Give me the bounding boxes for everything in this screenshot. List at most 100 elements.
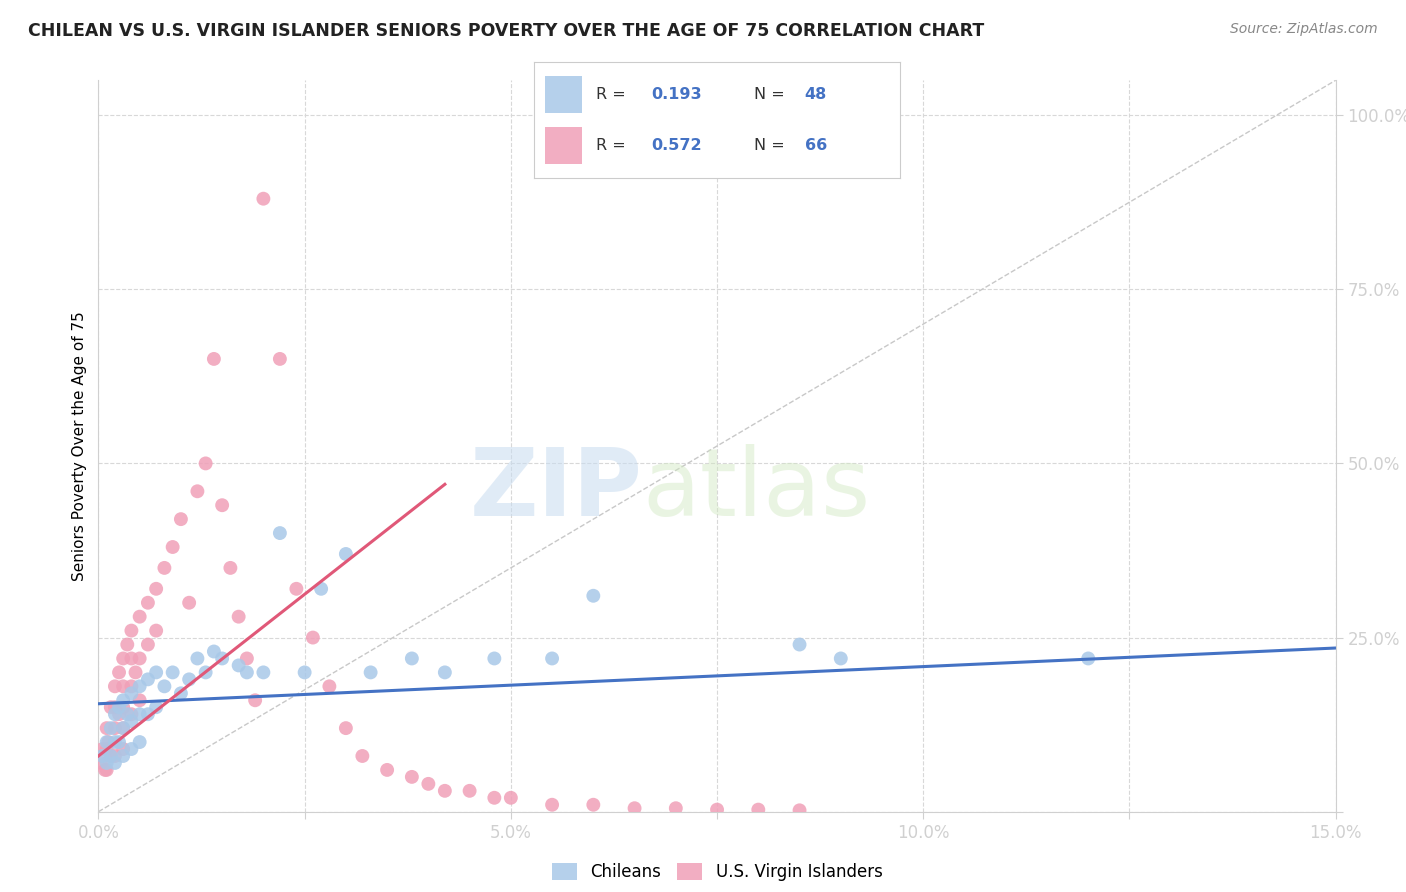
Point: [179, 596, 201, 610]
Point: [96, 721, 118, 735]
Point: [1077, 651, 1099, 665]
Point: [499, 790, 522, 805]
Point: [582, 589, 605, 603]
Point: [252, 665, 274, 680]
Point: [128, 679, 150, 693]
Text: 0.193: 0.193: [651, 87, 702, 103]
Point: [112, 742, 135, 756]
Point: [94, 763, 117, 777]
Point: [433, 784, 456, 798]
Point: [789, 638, 811, 652]
Point: [128, 693, 150, 707]
Point: [145, 624, 167, 638]
Point: [100, 749, 122, 764]
Point: [401, 770, 423, 784]
Point: [120, 707, 142, 722]
Point: [541, 797, 564, 812]
Point: [112, 651, 135, 665]
Point: [294, 665, 316, 680]
Point: [112, 721, 135, 735]
Point: [108, 700, 131, 714]
Point: [747, 803, 769, 817]
Text: CHILEAN VS U.S. VIRGIN ISLANDER SENIORS POVERTY OVER THE AGE OF 75 CORRELATION C: CHILEAN VS U.S. VIRGIN ISLANDER SENIORS …: [28, 22, 984, 40]
Point: [153, 561, 176, 575]
Point: [352, 749, 374, 764]
Point: [789, 803, 811, 817]
Point: [269, 351, 291, 366]
Point: [120, 686, 142, 700]
Text: ZIP: ZIP: [470, 444, 643, 536]
Point: [179, 673, 201, 687]
Point: [194, 665, 217, 680]
Point: [484, 790, 506, 805]
Point: [112, 693, 135, 707]
Point: [104, 700, 127, 714]
Point: [145, 582, 167, 596]
Point: [96, 756, 118, 770]
Point: [269, 526, 291, 541]
Point: [401, 651, 423, 665]
Point: [108, 665, 131, 680]
Point: [228, 658, 250, 673]
Point: [236, 651, 259, 665]
Text: atlas: atlas: [643, 444, 872, 536]
Point: [112, 721, 135, 735]
Text: Source: ZipAtlas.com: Source: ZipAtlas.com: [1230, 22, 1378, 37]
Point: [104, 721, 127, 735]
FancyBboxPatch shape: [546, 128, 582, 164]
Point: [112, 749, 135, 764]
Point: [120, 624, 142, 638]
Point: [104, 735, 127, 749]
Point: [136, 596, 159, 610]
Point: [128, 735, 150, 749]
Point: [117, 707, 139, 722]
Point: [830, 651, 852, 665]
Point: [128, 651, 150, 665]
Point: [100, 721, 122, 735]
Point: [335, 721, 357, 735]
Point: [120, 742, 142, 756]
Point: [211, 651, 233, 665]
Point: [228, 609, 250, 624]
Text: N =: N =: [754, 87, 790, 103]
Text: R =: R =: [596, 87, 631, 103]
Point: [170, 686, 193, 700]
Point: [91, 742, 114, 756]
Point: [360, 665, 382, 680]
Point: [153, 679, 176, 693]
Point: [104, 679, 127, 693]
Point: [112, 700, 135, 714]
Point: [309, 582, 332, 596]
Point: [112, 679, 135, 693]
Point: [108, 735, 131, 749]
Point: [202, 644, 225, 658]
Point: [375, 763, 398, 777]
Point: [285, 582, 308, 596]
Point: [96, 742, 118, 756]
Point: [90, 756, 112, 770]
Point: [145, 700, 167, 714]
Point: [458, 784, 481, 798]
Point: [108, 707, 131, 722]
Point: [186, 651, 208, 665]
Point: [104, 749, 127, 764]
Point: [97, 735, 120, 749]
Point: [136, 707, 159, 722]
Point: [100, 749, 122, 764]
Point: [335, 547, 357, 561]
Point: [128, 707, 150, 722]
Point: [128, 609, 150, 624]
Point: [162, 665, 184, 680]
FancyBboxPatch shape: [546, 77, 582, 113]
Point: [170, 512, 193, 526]
Point: [162, 540, 184, 554]
Point: [418, 777, 440, 791]
Point: [484, 651, 506, 665]
Point: [100, 700, 122, 714]
Point: [186, 484, 208, 499]
Point: [211, 498, 233, 512]
Text: 66: 66: [804, 138, 827, 153]
Point: [136, 638, 159, 652]
Point: [318, 679, 340, 693]
Point: [252, 192, 274, 206]
